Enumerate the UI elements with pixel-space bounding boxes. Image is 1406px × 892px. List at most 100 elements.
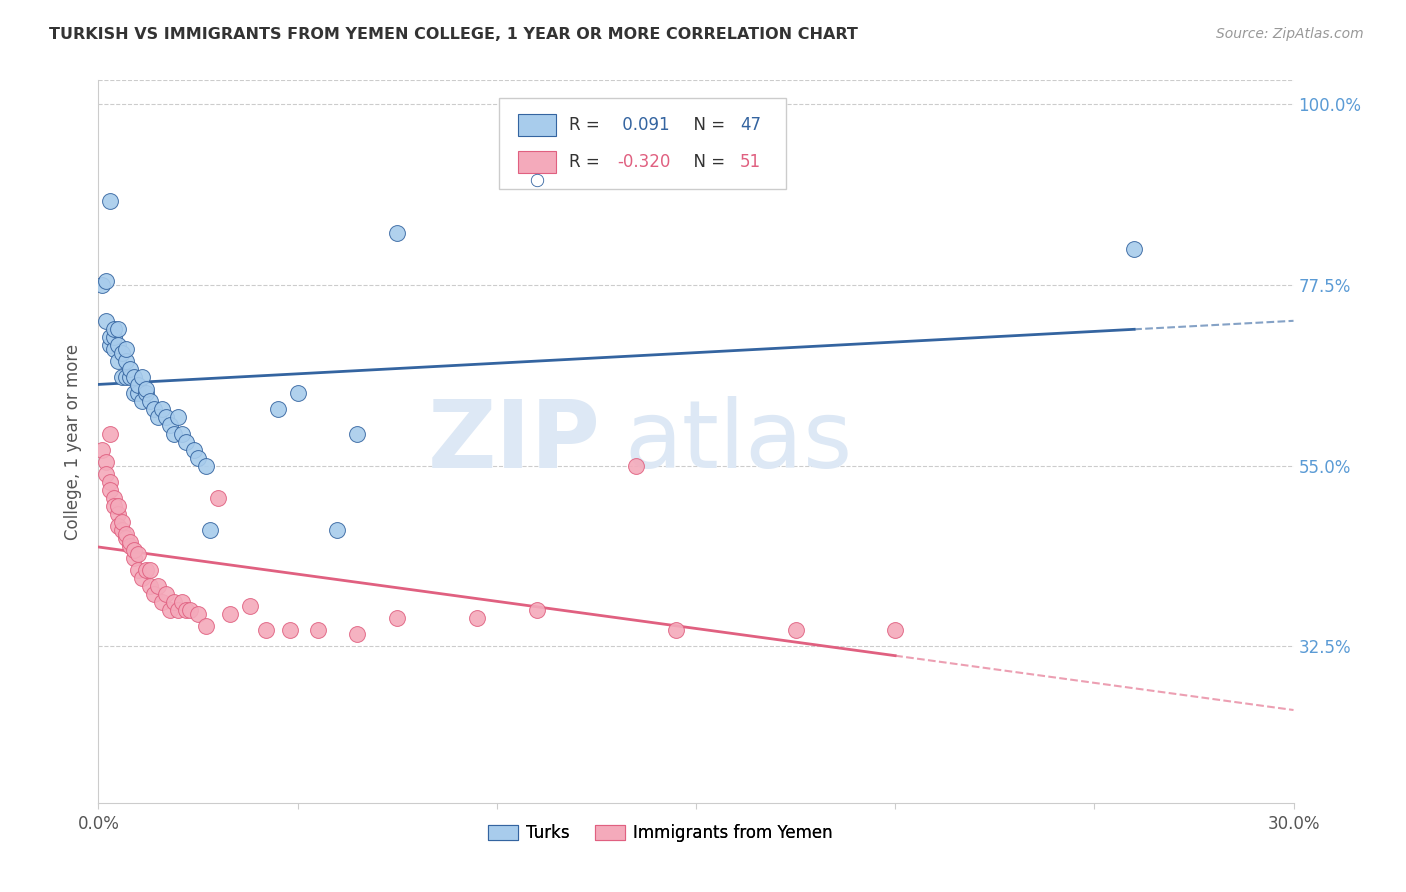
Point bbox=[124, 386, 146, 401]
Point bbox=[139, 579, 162, 593]
Point bbox=[183, 442, 205, 457]
Point bbox=[187, 607, 209, 621]
Point bbox=[107, 519, 129, 533]
Point bbox=[96, 467, 118, 481]
Point bbox=[103, 342, 125, 356]
Point bbox=[239, 599, 262, 614]
Point bbox=[143, 587, 166, 601]
Point bbox=[207, 491, 229, 505]
Text: TURKISH VS IMMIGRANTS FROM YEMEN COLLEGE, 1 YEAR OR MORE CORRELATION CHART: TURKISH VS IMMIGRANTS FROM YEMEN COLLEGE… bbox=[49, 27, 858, 42]
Point bbox=[107, 338, 129, 352]
Point bbox=[103, 330, 125, 344]
FancyBboxPatch shape bbox=[499, 98, 786, 189]
Text: 51: 51 bbox=[740, 153, 761, 170]
Point bbox=[167, 410, 190, 425]
Text: Source: ZipAtlas.com: Source: ZipAtlas.com bbox=[1216, 27, 1364, 41]
Point bbox=[187, 450, 209, 465]
Point bbox=[111, 346, 134, 360]
Point bbox=[98, 330, 122, 344]
Point bbox=[111, 523, 134, 537]
Point bbox=[278, 623, 301, 637]
Point bbox=[124, 550, 146, 566]
Text: atlas: atlas bbox=[624, 395, 852, 488]
Text: 47: 47 bbox=[740, 116, 761, 134]
FancyBboxPatch shape bbox=[517, 151, 557, 173]
Point bbox=[155, 587, 177, 601]
Point bbox=[385, 611, 409, 625]
Point bbox=[150, 595, 173, 609]
Point bbox=[346, 627, 368, 641]
Point bbox=[267, 402, 290, 417]
Text: N =: N = bbox=[683, 116, 730, 134]
Point bbox=[139, 394, 162, 409]
Point bbox=[174, 603, 197, 617]
Point bbox=[526, 603, 548, 617]
Point bbox=[139, 563, 162, 577]
Point bbox=[124, 370, 146, 384]
Point bbox=[163, 426, 186, 441]
Point bbox=[174, 434, 197, 449]
Text: N =: N = bbox=[683, 153, 730, 170]
Point bbox=[135, 386, 157, 401]
Point bbox=[131, 370, 153, 384]
Point bbox=[159, 603, 181, 617]
Point bbox=[198, 523, 221, 537]
Point bbox=[98, 426, 122, 441]
Point bbox=[326, 523, 349, 537]
Point bbox=[346, 426, 368, 441]
Point bbox=[115, 370, 138, 384]
Text: ZIP: ZIP bbox=[427, 395, 600, 488]
Y-axis label: College, 1 year or more: College, 1 year or more bbox=[63, 343, 82, 540]
Point bbox=[98, 483, 122, 497]
Point bbox=[172, 426, 194, 441]
FancyBboxPatch shape bbox=[517, 114, 557, 136]
Point bbox=[103, 322, 125, 336]
Point bbox=[103, 499, 125, 513]
Text: R =: R = bbox=[569, 153, 606, 170]
Point bbox=[465, 611, 488, 625]
Point bbox=[96, 314, 118, 328]
Point bbox=[115, 526, 138, 541]
Point bbox=[155, 410, 177, 425]
Point bbox=[98, 194, 122, 208]
Text: -0.320: -0.320 bbox=[617, 153, 671, 170]
Point bbox=[127, 378, 149, 392]
Point bbox=[254, 623, 277, 637]
Text: 0.091: 0.091 bbox=[617, 116, 669, 134]
Point bbox=[96, 454, 118, 468]
Point bbox=[107, 507, 129, 521]
Point bbox=[115, 354, 138, 368]
Point bbox=[195, 458, 218, 473]
Point bbox=[131, 571, 153, 585]
Point bbox=[167, 603, 190, 617]
Point bbox=[148, 579, 170, 593]
Point bbox=[287, 386, 309, 401]
Point bbox=[127, 547, 149, 561]
Point bbox=[111, 515, 134, 529]
Point bbox=[98, 475, 122, 489]
Point bbox=[163, 595, 186, 609]
Point bbox=[148, 410, 170, 425]
Point bbox=[98, 338, 122, 352]
Point bbox=[127, 386, 149, 401]
Point bbox=[172, 595, 194, 609]
Point bbox=[124, 542, 146, 557]
Point bbox=[103, 491, 125, 505]
Point bbox=[115, 531, 138, 545]
Point bbox=[111, 370, 134, 384]
Point bbox=[120, 370, 142, 384]
Text: R =: R = bbox=[569, 116, 606, 134]
Point bbox=[884, 623, 907, 637]
Point bbox=[91, 277, 114, 292]
Point bbox=[785, 623, 807, 637]
Point bbox=[107, 354, 129, 368]
Point bbox=[91, 442, 114, 457]
Point bbox=[150, 402, 173, 417]
Point bbox=[96, 274, 118, 288]
Point bbox=[179, 603, 201, 617]
Legend: Turks, Immigrants from Yemen: Turks, Immigrants from Yemen bbox=[481, 817, 839, 848]
Point bbox=[127, 563, 149, 577]
Point bbox=[115, 342, 138, 356]
Point bbox=[107, 499, 129, 513]
Point bbox=[307, 623, 329, 637]
